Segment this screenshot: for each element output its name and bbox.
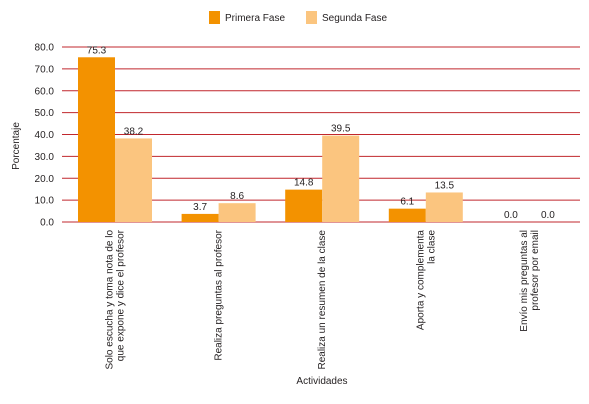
data-label: 38.2 <box>124 126 144 137</box>
x-category-label: Realiza un resumen de la clase <box>317 230 328 370</box>
data-label: 39.5 <box>331 124 351 135</box>
data-label: 0.0 <box>504 210 518 221</box>
legend-label: Primera Fase <box>225 13 285 24</box>
legend: Primera Fase Segunda Fase <box>209 11 387 24</box>
data-label: 13.5 <box>435 180 455 191</box>
data-label: 0.0 <box>541 210 555 221</box>
bar <box>285 189 323 222</box>
x-category-label: Aporta y complementa <box>415 230 426 330</box>
x-category-label: Envío mis preguntas al <box>519 230 530 332</box>
data-label: 14.8 <box>294 178 314 189</box>
x-category-label: Solo escucha y toma nota de lo <box>105 230 116 370</box>
legend-swatch <box>209 11 220 24</box>
y-tick-label: 30.0 <box>35 152 55 163</box>
data-label: 75.3 <box>87 45 107 56</box>
legend-swatch <box>306 11 317 24</box>
data-labels: 75.3 38.2 3.7 8.6 14.8 39.5 6.1 13.5 0.0 0.0 <box>87 45 556 221</box>
y-tick-label: 10.0 <box>35 196 55 207</box>
data-label: 6.1 <box>400 197 414 208</box>
legend-label: Segunda Fase <box>322 13 387 24</box>
bar <box>322 135 360 222</box>
x-category-label: Realiza preguntas al profesor <box>214 229 225 360</box>
y-tick-label: 70.0 <box>35 64 55 75</box>
y-tick-label: 60.0 <box>35 86 55 97</box>
y-tick-label: 50.0 <box>35 108 55 119</box>
y-axis-title: Porcentaje <box>11 122 22 170</box>
x-category-label: que expone y dice el profesor <box>116 229 127 361</box>
x-category-label: profesor por email <box>530 230 541 311</box>
y-tick-label: 20.0 <box>35 174 55 185</box>
bar <box>181 213 219 222</box>
bar <box>115 138 152 222</box>
x-axis-categories: Solo escucha y toma nota de lo que expone… <box>105 229 541 369</box>
bars <box>78 57 463 222</box>
y-tick-label: 80.0 <box>35 43 55 54</box>
bar <box>78 57 115 222</box>
y-tick-label: 40.0 <box>35 130 55 141</box>
y-tick-label: 0.0 <box>40 218 54 229</box>
data-label: 3.7 <box>193 202 207 213</box>
y-axis-ticks: 0.0 10.0 20.0 30.0 40.0 50.0 60.0 70.0 80.0 <box>35 43 55 229</box>
bar <box>388 208 426 222</box>
x-category-label: la clase <box>426 230 437 264</box>
data-label: 8.6 <box>230 191 244 202</box>
x-axis-title: Actividades <box>296 376 347 387</box>
bar <box>218 203 256 222</box>
bar <box>425 192 463 222</box>
